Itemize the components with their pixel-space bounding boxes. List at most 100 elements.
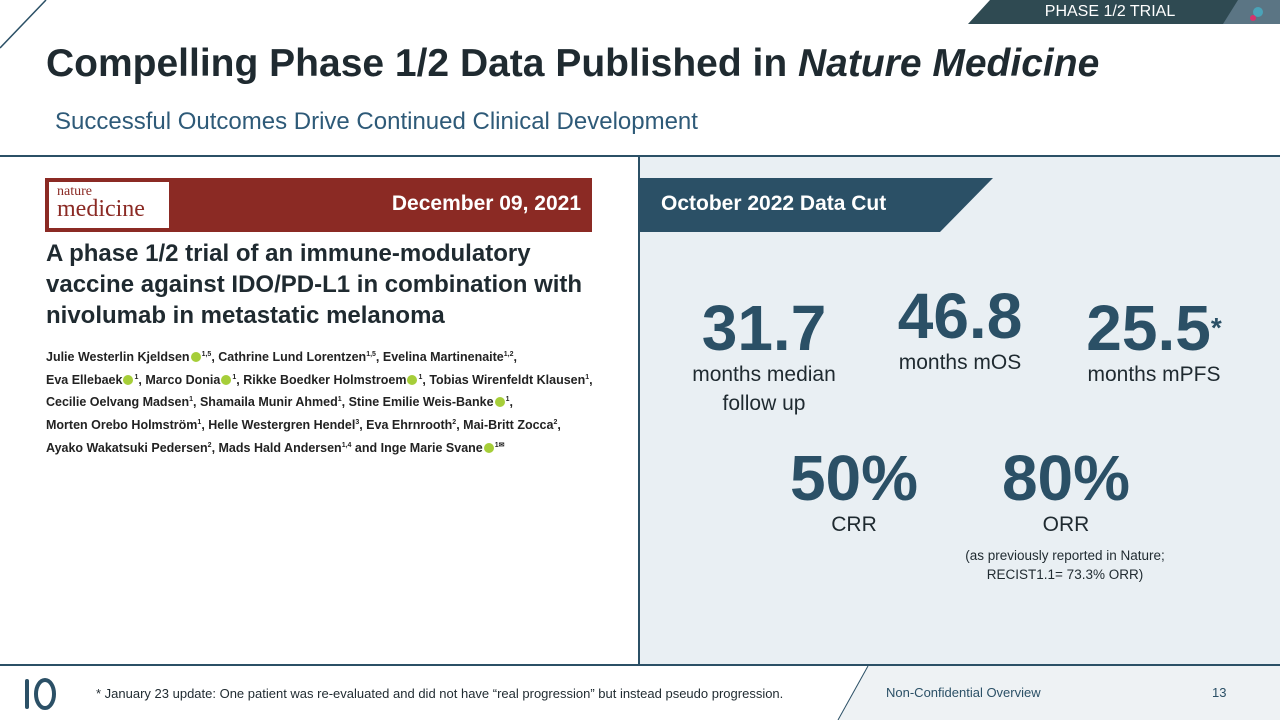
author-list: Julie Westerlin Kjeldsen 1,5, Cathrine Lu… [46, 345, 606, 458]
affiliation: 1,5 [366, 351, 376, 358]
affiliation: 1 [418, 373, 423, 381]
orcid-icon[interactable] [190, 352, 201, 363]
stat-follow-up: 31.7 months median follow up [664, 296, 864, 418]
affiliation: 1✉ [494, 441, 505, 449]
stat-orr: 80% ORR [966, 446, 1166, 539]
affiliation: 1 [337, 396, 342, 404]
author-name: Marco Donia [145, 372, 221, 387]
divider [0, 155, 1280, 157]
stat-label: months median follow up [692, 363, 836, 415]
author: Evelina Martinenaite1,2, [383, 350, 517, 364]
separator: , [236, 372, 244, 387]
separator: , [422, 372, 430, 387]
orcid-icon[interactable] [221, 374, 232, 385]
orcid-icon[interactable] [407, 374, 418, 385]
stat-label: CRR [831, 513, 877, 536]
orcid-icon[interactable] [494, 397, 505, 408]
page-title: Compelling Phase 1/2 Data Published in N… [46, 42, 1100, 85]
stat-value: 50% [789, 442, 919, 514]
affiliation: 1 [232, 373, 237, 381]
page-subtitle: Successful Outcomes Drive Continued Clin… [55, 108, 698, 135]
author-name: Cecilie Oelvang Madsen [46, 395, 190, 410]
stat-value: 46.8 [897, 280, 1023, 352]
confidentiality-label: Non-Confidential Overview [886, 685, 1041, 700]
affiliation: 2 [452, 418, 457, 426]
author-name: Stine Emilie Weis-Banke [348, 395, 494, 410]
author: Marco Donia 1, [145, 373, 243, 387]
author: Tobias Wirenfeldt Klausen1, [429, 373, 592, 387]
affiliation: 1 [505, 396, 510, 404]
separator: , [589, 372, 593, 387]
affiliation: 1 [134, 373, 139, 381]
author-name: Ayako Wakatsuki Pedersen [46, 440, 208, 455]
author-name: Julie Westerlin Kjeldsen [46, 350, 190, 365]
author: Eva Ellebaek 1, [46, 373, 145, 387]
separator: , [513, 350, 517, 365]
author-name: Mads Hald Andersen [218, 440, 342, 455]
author: Stine Emilie Weis-Banke 1, [349, 395, 513, 409]
author: Morten Orebo Holmström1, [46, 418, 208, 432]
footnote: * January 23 update: One patient was re-… [96, 686, 784, 701]
author: Mads Hald Andersen1,4 and [219, 441, 381, 455]
author: Shamaila Munir Ahmed1, [200, 395, 349, 409]
stat-label: months mOS [898, 351, 1022, 374]
author-name: Mai-Britt Zocca [463, 418, 554, 433]
stat-mpfs: 25.5* months mPFS [1054, 296, 1254, 389]
nature-medicine-logo: nature medicine [49, 182, 169, 228]
page-number: 13 [1212, 685, 1227, 700]
publication-date: December 09, 2021 [391, 192, 581, 215]
author: Eva Ehrnrooth2, [366, 418, 463, 432]
author: Mai-Britt Zocca2, [463, 418, 561, 432]
stat-label: ORR [1042, 513, 1090, 536]
separator: , [211, 350, 219, 365]
orr-note: (as previously reported in Nature; RECIS… [965, 548, 1165, 582]
stat-value: 25.5 [1086, 292, 1211, 364]
author-name: Helle Westergren Hendel [208, 418, 356, 433]
author-name: Evelina Martinenaite [382, 350, 504, 365]
separator: , [193, 395, 200, 410]
section-tag: PHASE 1/2 TRIAL [1044, 3, 1176, 20]
author-name: Eva Ellebaek [46, 372, 123, 387]
author: Julie Westerlin Kjeldsen 1,5, [46, 350, 218, 364]
author: Cathrine Lund Lorentzen1,5, [218, 350, 383, 364]
phase-tab [968, 0, 1280, 24]
affiliation: 1 [189, 396, 194, 404]
affiliation: 3 [355, 418, 360, 426]
author-name: Cathrine Lund Lorentzen [218, 350, 367, 365]
divider [638, 157, 640, 665]
author: Cecilie Oelvang Madsen1, [46, 395, 200, 409]
affiliation: 1,4 [341, 441, 352, 449]
data-panel [640, 157, 1280, 665]
orcid-icon[interactable] [483, 442, 494, 453]
separator: , [509, 395, 513, 410]
stat-label: months mPFS [1087, 363, 1221, 386]
separator: , [201, 418, 209, 433]
author: Ayako Wakatsuki Pedersen2, [46, 441, 219, 455]
paper-title: A phase 1/2 trial of an immune-modulator… [46, 240, 583, 329]
author-name: Morten Orebo Holmström [46, 418, 198, 433]
stat-mos: 46.8 months mOS [860, 284, 1060, 377]
separator: , [456, 418, 464, 433]
separator: , [375, 350, 383, 365]
affiliation: 1 [585, 373, 590, 381]
separator: , [341, 395, 349, 410]
data-cut-banner [640, 178, 993, 232]
affiliation: 1 [197, 418, 202, 426]
separator: , [359, 418, 367, 433]
footer-panel [837, 666, 1280, 720]
author-name: Rikke Boedker Holmstroem [243, 372, 407, 387]
company-logo [25, 678, 56, 710]
author-name: Inge Marie Svane [380, 440, 483, 455]
stat-value: 80% [1001, 442, 1131, 514]
author-name: Shamaila Munir Ahmed [199, 395, 338, 410]
title-journal: Nature Medicine [798, 42, 1100, 85]
separator: , [557, 418, 561, 433]
footnote-marker: * [1210, 312, 1222, 343]
affiliation: 2 [207, 441, 212, 449]
stat-value: 31.7 [701, 292, 827, 364]
affiliation: 1,5 [201, 351, 212, 358]
author: Inge Marie Svane 1✉ [381, 441, 505, 455]
author: Helle Westergren Hendel3, [208, 418, 366, 432]
orcid-icon[interactable] [123, 374, 134, 385]
separator: and [351, 440, 381, 455]
